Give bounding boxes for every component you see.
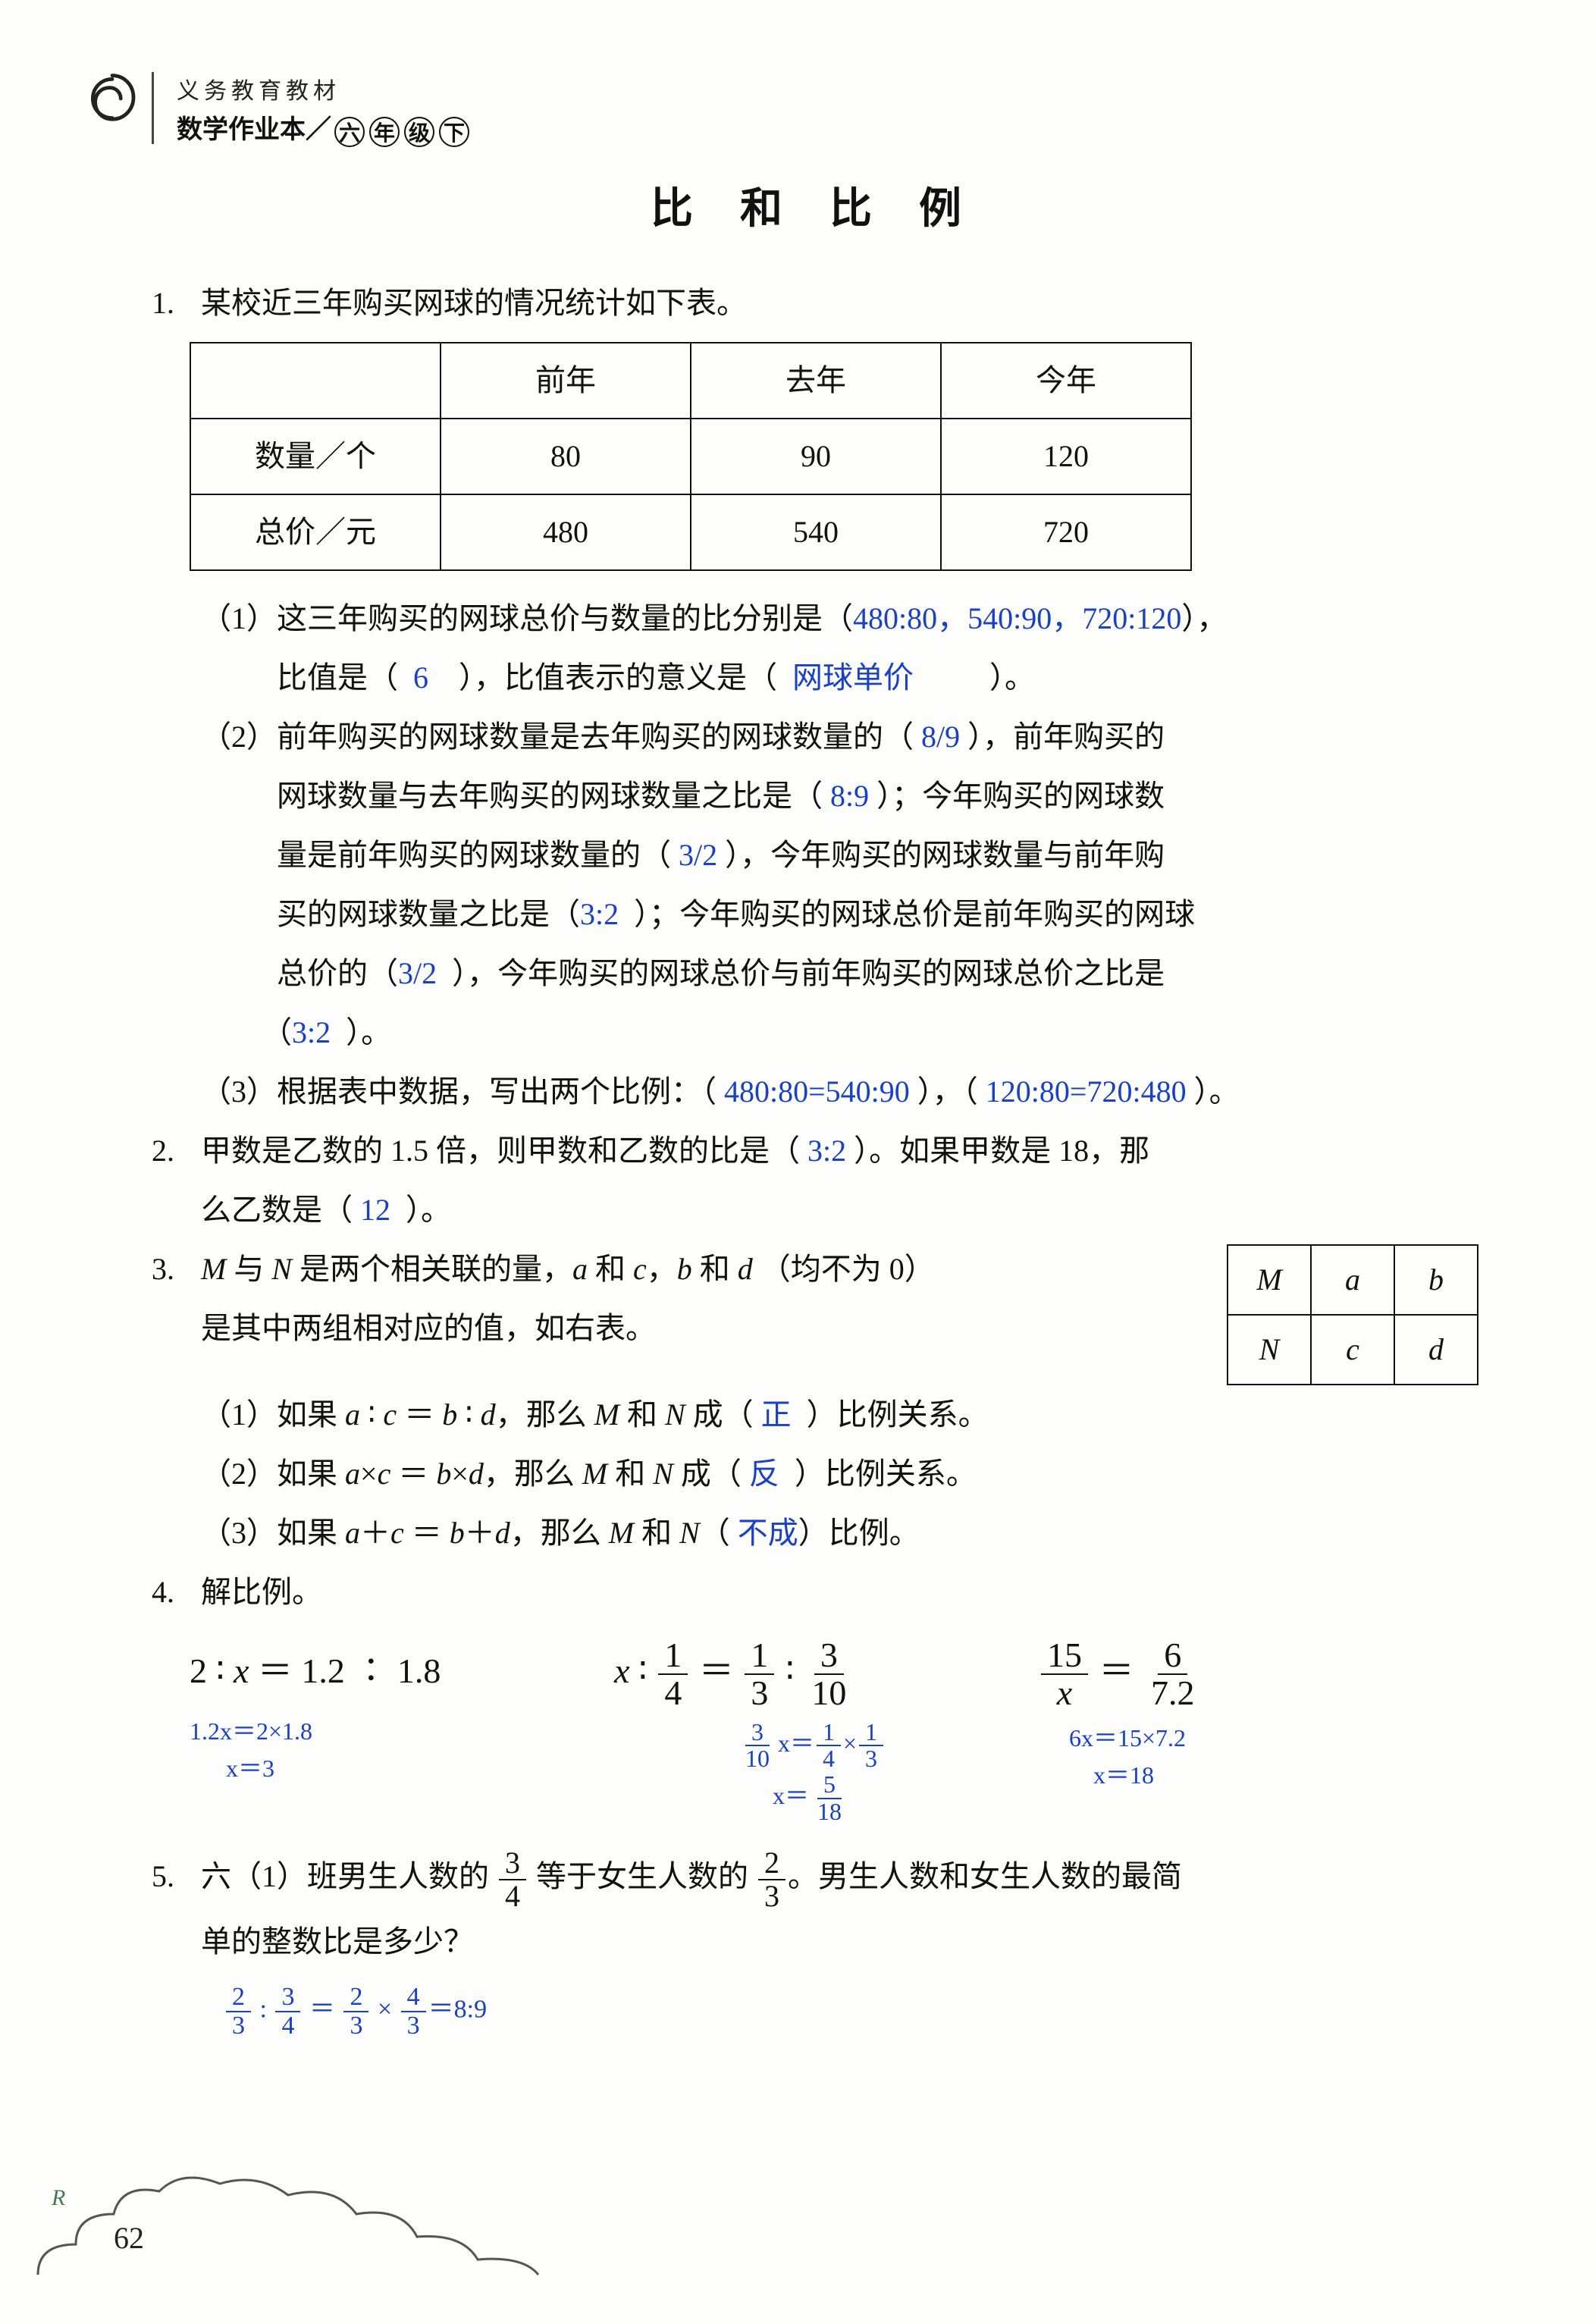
answer: 3:2 [292, 1015, 331, 1049]
table-row: 总价／元 480 540 720 [190, 494, 1191, 570]
answer: 480:80，540:90，720:120 [853, 601, 1181, 635]
equation: 2 ∶ x ＝ 1.2 ∶ 1.8 [190, 1637, 584, 1705]
q3-table: Mab Ncd [1227, 1244, 1478, 1385]
answer: 6 [413, 660, 428, 695]
page-number: 62 [114, 2220, 144, 2256]
grade-char: 下 [439, 117, 469, 147]
grade-char: 年 [369, 117, 400, 147]
svg-text:R: R [51, 2185, 65, 2210]
table-row: 前年 去年 今年 [190, 343, 1191, 419]
q1-stem: 某校近三年购买网球的情况统计如下表。 [201, 274, 1478, 333]
working: 310x＝14×13 x＝518 [614, 1720, 1008, 1824]
header-series: 义务教育教材 [177, 72, 1478, 105]
equation: x ∶ 14 ＝ 13 ∶ 310 [614, 1637, 1008, 1712]
q3: 3. Mab Ncd M 与 N 是两个相关联的量，a 和 c，b 和 d （均… [152, 1240, 1478, 1563]
q4-col1: 2 ∶ x ＝ 1.2 ∶ 1.8 1.2x＝2×1.8 x＝3 [190, 1637, 584, 1824]
grade-badges: 六 年 级 下 [334, 117, 469, 147]
q2: 2. 甲数是乙数的 1.5 倍，则甲数和乙数的比是（ 3:2 ）。如果甲数是 1… [152, 1121, 1478, 1240]
question-number: 4. [152, 1563, 201, 1622]
q1-part1: （1）这三年购买的网球总价与数量的比分别是（480:80，540:90，720:… [152, 589, 1478, 707]
q1-part3: （3）根据表中数据，写出两个比例：（ 480:80=540:90 ），（ 120… [152, 1062, 1478, 1121]
q4: 4. 解比例。 [152, 1563, 1478, 1622]
answer: 8/9 [921, 720, 960, 754]
answer: 3:2 [580, 897, 619, 931]
answer: 3/2 [398, 956, 437, 990]
answer: 480:80=540:90 [724, 1074, 910, 1109]
cloud-decoration-icon: R [30, 2161, 561, 2282]
answer: 120:80=720:480 [986, 1074, 1187, 1109]
answer: 反 [749, 1457, 779, 1491]
q4-col2: x ∶ 14 ＝ 13 ∶ 310 310x＝14×13 x＝518 [614, 1637, 1008, 1824]
q4-equations: 2 ∶ x ＝ 1.2 ∶ 1.8 1.2x＝2×1.8 x＝3 x ∶ 14 … [152, 1637, 1478, 1824]
page-header: 义务教育教材 数学作业本／ 六 年 级 下 [152, 72, 1478, 144]
table-row: 数量／个 80 90 120 [190, 419, 1191, 494]
question-number: 2. [152, 1121, 201, 1240]
working: 1.2x＝2×1.8 x＝3 [190, 1713, 584, 1788]
content: 1. 某校近三年购买网球的情况统计如下表。 前年 去年 今年 数量／个 80 9… [152, 274, 1478, 2039]
header-book-main: 数学作业本／ [177, 116, 331, 144]
answer: 网球单价 [792, 660, 914, 695]
q1-part2: （2）前年购买的网球数量是去年购买的网球数量的（ 8/9 ），前年购买的 （2）… [152, 707, 1478, 1062]
grade-char: 级 [404, 117, 434, 147]
q5: 5. 六（1）班男生人数的 34 等于女生人数的 23。男生人数和女生人数的最简… [152, 1847, 1478, 2039]
answer: 3:2 [807, 1134, 846, 1168]
working: 6x＝15×7.2 x＝18 [1039, 1720, 1433, 1795]
equation: 15x ＝ 67.2 [1039, 1637, 1433, 1712]
header-book-title: 数学作业本／ 六 年 级 下 [177, 108, 1478, 147]
answer: 正 [761, 1397, 792, 1432]
question-number: 3. [152, 1240, 201, 1563]
q1-table: 前年 去年 今年 数量／个 80 90 120 总价／元 480 540 720 [190, 342, 1192, 571]
question-number: 5. [152, 1847, 201, 2039]
answer: 8:9 [830, 779, 869, 813]
section-title: 比 和 比 例 [152, 174, 1478, 236]
answer: 不成 [738, 1516, 798, 1550]
question-number: 1. [152, 274, 201, 333]
answer: 3/2 [679, 838, 717, 872]
working: 23 : 34 ＝ 23 × 43＝8:9 [201, 1984, 1478, 2039]
answer: 12 [360, 1193, 390, 1227]
grade-char: 六 [334, 117, 365, 147]
logo-swirl-icon [82, 68, 143, 129]
q4-col3: 15x ＝ 67.2 6x＝15×7.2 x＝18 [1039, 1637, 1433, 1824]
